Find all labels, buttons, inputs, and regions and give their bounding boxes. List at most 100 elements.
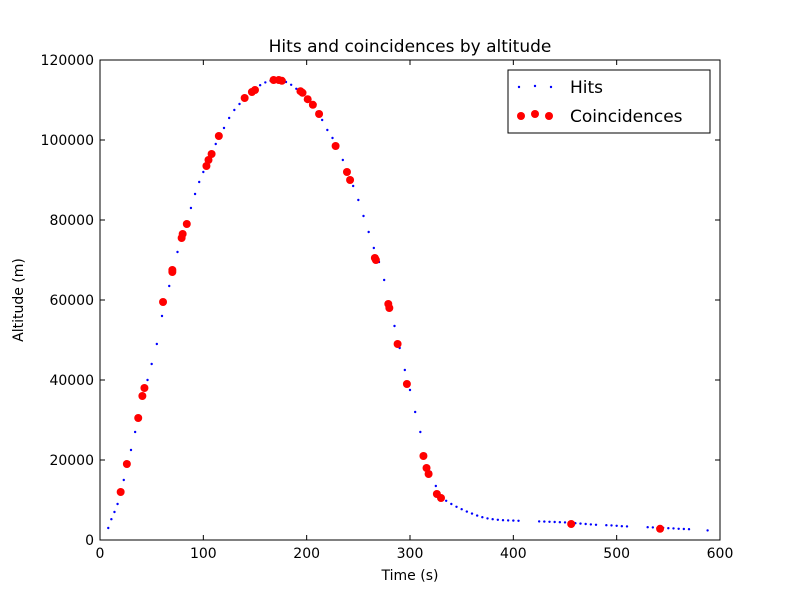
hit-point (517, 519, 520, 522)
hit-point (362, 214, 365, 218)
hit-point (110, 518, 113, 521)
legend-hits-label: Hits (570, 78, 603, 98)
hit-point (610, 524, 613, 527)
hit-point (227, 116, 231, 120)
hit-point (408, 388, 412, 392)
hit-point (687, 528, 691, 531)
hit-point (605, 524, 608, 527)
coincidence-point (424, 470, 433, 478)
hit-point (563, 521, 567, 524)
legend-hit-dot (517, 85, 521, 89)
hit-point (589, 523, 593, 526)
hit-point (486, 517, 489, 520)
hit-point (594, 523, 598, 526)
coincidence-point (331, 142, 340, 150)
hit-point (620, 525, 624, 528)
hit-point (176, 250, 179, 254)
coincidence-point (346, 176, 355, 184)
hit-point (155, 342, 159, 346)
hit-point (351, 184, 355, 188)
hit-point (672, 527, 675, 530)
hit-point (222, 126, 226, 130)
plot-frame (99, 59, 721, 541)
coincidence-point (567, 520, 576, 528)
legend-coincidences-label: Coincidences (570, 107, 683, 127)
hit-point (512, 519, 515, 522)
y-tick-label: 60000 (49, 293, 94, 309)
hit-point (558, 521, 562, 524)
hit-point (122, 478, 125, 482)
hit-point (168, 284, 171, 288)
hit-point (393, 324, 396, 328)
coincidence-point (303, 95, 312, 104)
y-axis: 0 20000 40000 60000 80000 100000 120000 (41, 53, 720, 549)
y-tick-label: 120000 (41, 53, 94, 69)
hit-point (434, 484, 438, 488)
hit-point (677, 527, 680, 530)
hit-point (367, 230, 370, 234)
hit-point (625, 525, 629, 528)
hit-point (444, 499, 448, 502)
hit-point (646, 526, 649, 529)
x-tick-label: 100 (190, 546, 217, 562)
coincidence-point (214, 132, 223, 140)
legend-hit-dot (549, 85, 553, 89)
hit-point (331, 136, 334, 140)
y-tick-label: 20000 (49, 453, 94, 469)
plot-area (100, 60, 720, 540)
hit-point (579, 522, 582, 525)
coincidence-point (134, 414, 143, 422)
legend-box (507, 69, 711, 134)
hit-point (481, 516, 484, 519)
coincidences-series (116, 76, 665, 533)
coincidence-point (204, 156, 213, 164)
coincidence-point (393, 340, 402, 348)
hit-point (133, 430, 137, 434)
hit-point (320, 118, 324, 122)
coincidence-point (656, 524, 665, 533)
hit-point (455, 505, 458, 508)
hit-point (496, 518, 500, 521)
hit-point (419, 430, 422, 434)
hit-point (238, 102, 241, 106)
hit-point (501, 519, 505, 522)
hit-point (233, 108, 236, 112)
hit-point (706, 529, 709, 532)
hit-point (682, 527, 686, 531)
hit-point (615, 524, 618, 527)
hit-point (113, 510, 116, 514)
hit-point (372, 246, 376, 250)
x-tick-label: 600 (707, 546, 734, 562)
hit-point (264, 81, 267, 84)
hit-point (107, 526, 110, 530)
hit-point (146, 378, 149, 382)
legend-coincidence-dot (545, 112, 553, 120)
coincidence-point (122, 460, 131, 468)
hit-point (470, 512, 474, 515)
x-tick-label: 500 (603, 546, 630, 562)
chart-title: Hits and coincidences by altitude (269, 37, 552, 57)
legend-coincidences-marker (517, 110, 553, 120)
hit-point (584, 522, 587, 526)
y-tick-label: 80000 (49, 213, 94, 229)
coincidence-point (207, 150, 216, 158)
x-tick-label: 400 (500, 546, 527, 562)
hit-point (543, 520, 546, 523)
y-tick-label: 40000 (49, 373, 94, 389)
coincidence-point (419, 452, 428, 460)
y-axis-label: Altitude (m) (11, 258, 27, 342)
hit-point (382, 278, 386, 282)
coincidence-point (437, 494, 445, 502)
y-tick-label: 100000 (41, 133, 94, 149)
legend: Hits Coincidences (507, 69, 711, 134)
coincidence-point (422, 464, 431, 472)
hit-point (116, 502, 119, 506)
legend-hits-marker (517, 84, 553, 89)
x-tick-label: 300 (397, 546, 424, 562)
coincidence-point (251, 86, 259, 94)
coincidence-point (308, 100, 317, 109)
hit-point (129, 448, 133, 452)
hit-point (341, 158, 345, 162)
